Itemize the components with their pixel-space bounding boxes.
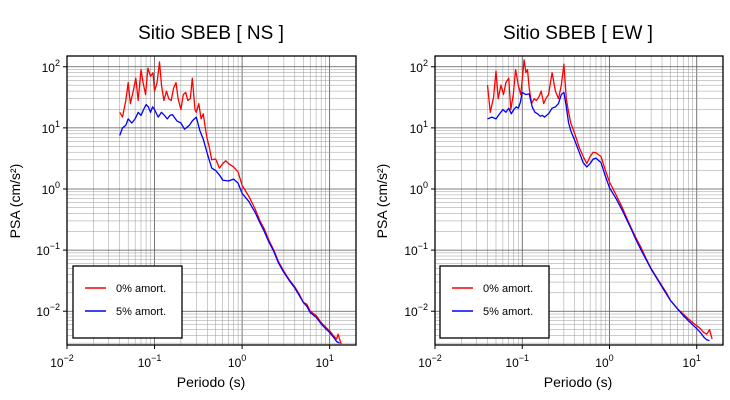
x-axis-label: Periodo (s) bbox=[544, 374, 612, 390]
x-tick-label: 101 bbox=[315, 353, 333, 370]
y-tick-label: 101 bbox=[42, 119, 60, 136]
y-tick-label: 10−2 bbox=[36, 302, 60, 319]
y-axis-ticks: 10−2 10−1 100 101 102 bbox=[36, 58, 67, 319]
legend-label-1: 5% amort. bbox=[116, 306, 166, 318]
legend-box bbox=[72, 265, 183, 339]
plot-frame bbox=[434, 55, 724, 346]
x-axis-ticks: 10−2 10−1 100 101 bbox=[418, 345, 701, 370]
x-tick-label: 10−2 bbox=[418, 353, 442, 370]
data-lines bbox=[486, 59, 713, 342]
x-tick-label: 10−1 bbox=[505, 353, 529, 370]
y-tick-label: 100 bbox=[42, 180, 60, 197]
series-line-1 bbox=[487, 91, 710, 342]
series-line-1 bbox=[119, 103, 340, 344]
data-lines bbox=[119, 61, 342, 345]
x-axis-ticks: 10−2 10−1 100 101 bbox=[50, 345, 334, 370]
x-tick-label: 10−1 bbox=[138, 353, 162, 370]
y-axis-label: PSA (cm/s²) bbox=[374, 164, 390, 239]
chart-title: Sitio SBEB [ NS ] bbox=[138, 23, 284, 44]
y-axis-ticks: 10−2 10−1 100 101 102 bbox=[404, 58, 435, 319]
legend: 0% amort. 5% amort. bbox=[439, 265, 550, 339]
x-tick-label: 100 bbox=[228, 353, 246, 370]
x-tick-label: 10−2 bbox=[50, 353, 74, 370]
y-tick-label: 10−1 bbox=[404, 241, 428, 258]
plot-frame bbox=[66, 55, 357, 346]
y-tick-label: 101 bbox=[410, 119, 428, 136]
y-tick-label: 102 bbox=[42, 58, 60, 75]
chart-title: Sitio SBEB [ EW ] bbox=[503, 23, 653, 44]
legend-label-0: 0% amort. bbox=[483, 283, 533, 295]
legend: 0% amort. 5% amort. bbox=[72, 265, 183, 339]
legend-box bbox=[439, 265, 550, 339]
legend-label-0: 0% amort. bbox=[116, 283, 166, 295]
grid bbox=[66, 56, 357, 345]
x-axis-label: Periodo (s) bbox=[177, 374, 245, 390]
legend-label-1: 5% amort. bbox=[483, 306, 533, 318]
y-tick-label: 10−2 bbox=[404, 302, 428, 319]
y-axis-label: PSA (cm/s²) bbox=[7, 164, 23, 239]
series-line-0 bbox=[486, 59, 713, 340]
x-tick-label: 100 bbox=[595, 353, 613, 370]
chart-ns: Sitio SBEB [ NS ] 10−2 10−1 100 101 10−210−… bbox=[7, 23, 357, 390]
x-tick-label: 101 bbox=[683, 353, 701, 370]
y-tick-label: 10−1 bbox=[36, 241, 60, 258]
chart-ew: Sitio SBEB [ EW ] 10−2 10−1 100 101 10−210−… bbox=[374, 23, 724, 390]
y-tick-label: 100 bbox=[410, 180, 428, 197]
y-tick-label: 102 bbox=[410, 58, 428, 75]
